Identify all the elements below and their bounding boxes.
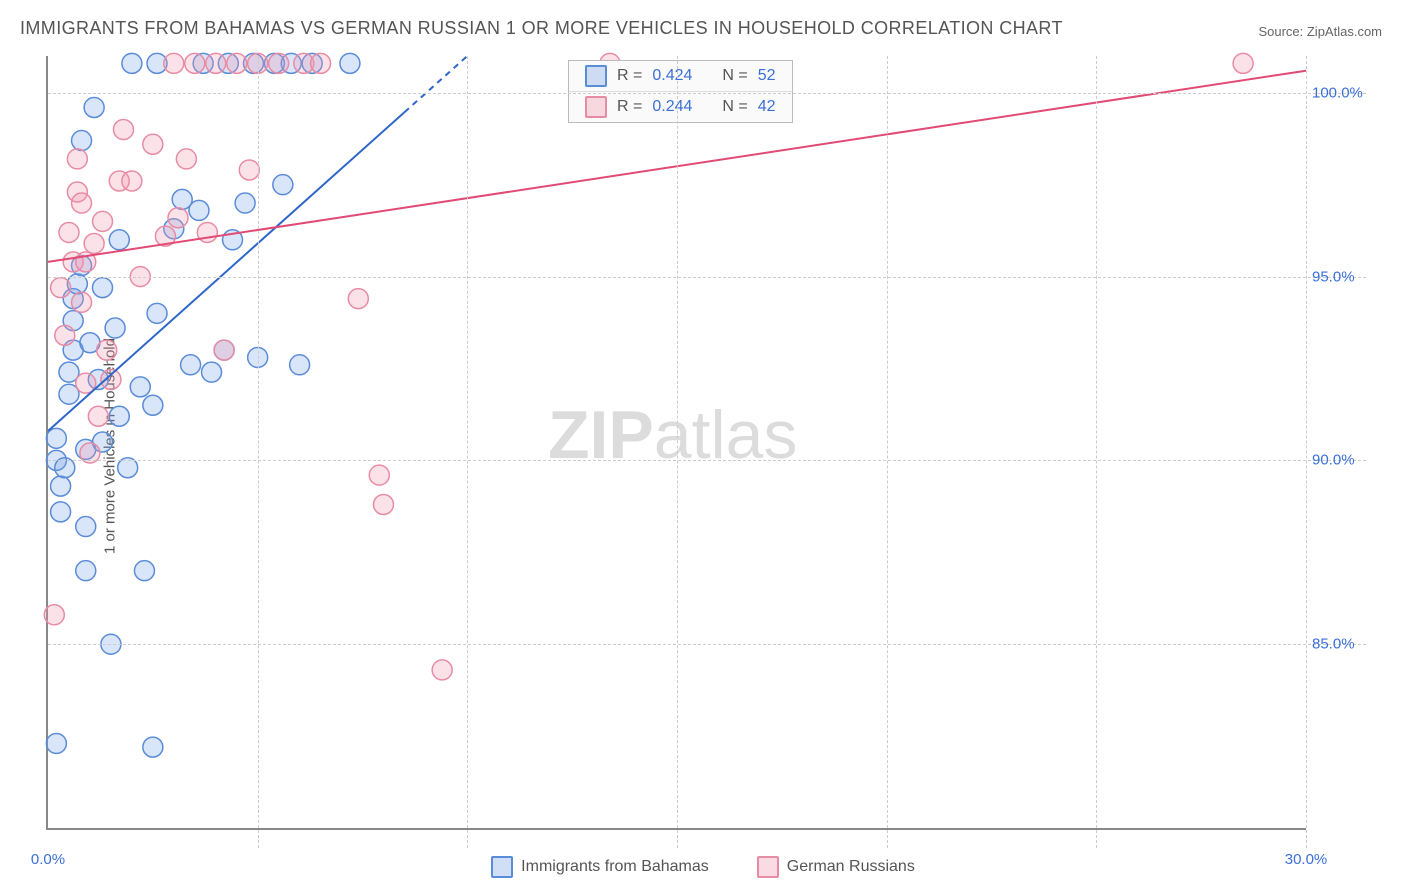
scatter-point bbox=[311, 53, 331, 73]
scatter-point bbox=[72, 193, 92, 213]
r-value-series1: 0.424 bbox=[652, 67, 692, 85]
ytick-label: 85.0% bbox=[1312, 636, 1368, 653]
scatter-point bbox=[206, 53, 226, 73]
scatter-point bbox=[1233, 53, 1253, 73]
scatter-point bbox=[176, 149, 196, 169]
scatter-point bbox=[432, 660, 452, 680]
gridline-v bbox=[677, 56, 678, 848]
chart-title: IMMIGRANTS FROM BAHAMAS VS GERMAN RUSSIA… bbox=[20, 18, 1063, 39]
scatter-point bbox=[134, 561, 154, 581]
scatter-point bbox=[369, 465, 389, 485]
scatter-point bbox=[147, 303, 167, 323]
scatter-point bbox=[88, 406, 108, 426]
scatter-point bbox=[130, 377, 150, 397]
scatter-point bbox=[235, 193, 255, 213]
gridline-h bbox=[48, 277, 1366, 278]
scatter-point bbox=[72, 292, 92, 312]
legend-label: Immigrants from Bahamas bbox=[521, 858, 709, 876]
scatter-point bbox=[101, 370, 121, 390]
legend-item-series2: German Russians bbox=[757, 856, 915, 878]
scatter-point bbox=[189, 200, 209, 220]
plot-area: ZIPatlas R = 0.424 N = 52 R = 0.244 N = … bbox=[46, 56, 1306, 830]
swatch-icon bbox=[757, 856, 779, 878]
scatter-point bbox=[122, 171, 142, 191]
trend-line bbox=[48, 112, 404, 431]
r-value-series2: 0.244 bbox=[652, 98, 692, 116]
scatter-point bbox=[84, 97, 104, 117]
scatter-point bbox=[55, 325, 75, 345]
gridline-v bbox=[467, 56, 468, 848]
source-label: Source: ZipAtlas.com bbox=[1258, 24, 1382, 39]
scatter-point bbox=[109, 230, 129, 250]
scatter-point bbox=[340, 53, 360, 73]
swatch-series1 bbox=[585, 65, 607, 87]
scatter-point bbox=[181, 355, 201, 375]
scatter-point bbox=[290, 355, 310, 375]
scatter-point bbox=[227, 53, 247, 73]
gridline-h bbox=[48, 644, 1366, 645]
scatter-point bbox=[143, 395, 163, 415]
legend-row-series1: R = 0.424 N = 52 bbox=[569, 61, 792, 92]
r-label: R = bbox=[617, 67, 642, 85]
scatter-point bbox=[269, 53, 289, 73]
scatter-point bbox=[93, 211, 113, 231]
n-value-series2: 42 bbox=[758, 98, 776, 116]
legend-label: German Russians bbox=[787, 858, 915, 876]
legend-bottom: Immigrants from Bahamas German Russians bbox=[0, 856, 1406, 878]
scatter-point bbox=[239, 160, 259, 180]
legend-correlation: R = 0.424 N = 52 R = 0.244 N = 42 bbox=[568, 60, 793, 123]
gridline-v bbox=[887, 56, 888, 848]
scatter-point bbox=[67, 149, 87, 169]
scatter-point bbox=[143, 134, 163, 154]
scatter-point bbox=[44, 605, 64, 625]
gridline-v bbox=[258, 56, 259, 848]
gridline-v bbox=[1096, 56, 1097, 848]
trend-line-dashed bbox=[404, 56, 467, 112]
scatter-point bbox=[97, 340, 117, 360]
scatter-point bbox=[202, 362, 222, 382]
scatter-point bbox=[93, 278, 113, 298]
swatch-series2 bbox=[585, 96, 607, 118]
scatter-point bbox=[168, 208, 188, 228]
scatter-point bbox=[46, 733, 66, 753]
ytick-label: 100.0% bbox=[1312, 84, 1368, 101]
gridline-h bbox=[48, 93, 1366, 94]
n-label: N = bbox=[722, 67, 747, 85]
scatter-point bbox=[46, 428, 66, 448]
scatter-point bbox=[51, 278, 71, 298]
scatter-point bbox=[105, 318, 125, 338]
scatter-point bbox=[59, 222, 79, 242]
scatter-point bbox=[113, 120, 133, 140]
n-value-series1: 52 bbox=[758, 67, 776, 85]
scatter-point bbox=[122, 53, 142, 73]
scatter-point bbox=[51, 502, 71, 522]
legend-row-series2: R = 0.244 N = 42 bbox=[569, 92, 792, 122]
scatter-point bbox=[84, 233, 104, 253]
scatter-point bbox=[185, 53, 205, 73]
ytick-label: 95.0% bbox=[1312, 268, 1368, 285]
scatter-point bbox=[273, 175, 293, 195]
scatter-point bbox=[164, 53, 184, 73]
scatter-point bbox=[214, 340, 234, 360]
scatter-point bbox=[51, 476, 71, 496]
scatter-point bbox=[72, 131, 92, 151]
scatter-point bbox=[348, 289, 368, 309]
legend-item-series1: Immigrants from Bahamas bbox=[491, 856, 709, 878]
scatter-point bbox=[76, 561, 96, 581]
swatch-icon bbox=[491, 856, 513, 878]
n-label: N = bbox=[722, 98, 747, 116]
scatter-point bbox=[109, 406, 129, 426]
gridline-h bbox=[48, 460, 1366, 461]
scatter-point bbox=[373, 494, 393, 514]
ytick-label: 90.0% bbox=[1312, 452, 1368, 469]
gridline-v bbox=[1306, 56, 1307, 848]
r-label: R = bbox=[617, 98, 642, 116]
scatter-point bbox=[76, 517, 96, 537]
scatter-point bbox=[143, 737, 163, 757]
